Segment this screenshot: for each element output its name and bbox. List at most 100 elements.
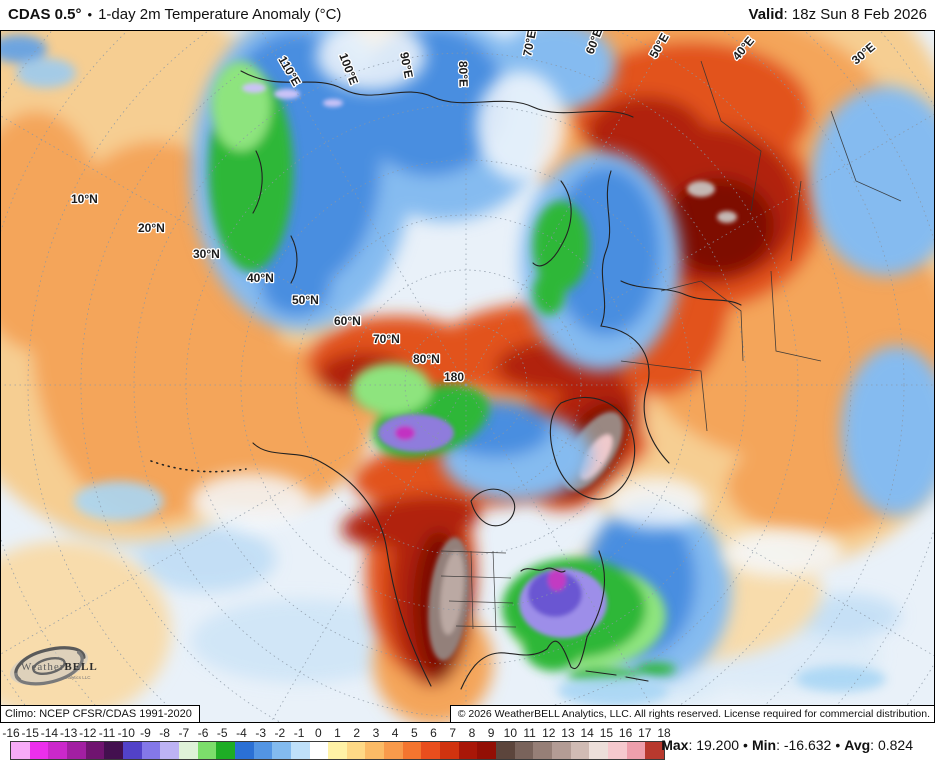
latitude-label: 60°N — [334, 314, 361, 328]
latitude-label: 40°N — [247, 271, 274, 285]
colorbar-tick-label: -12 — [79, 726, 97, 740]
longitude-label: 80°E — [456, 61, 470, 87]
footer-bar: -16 -15 -14 -13 -12 -11 -10 -9 -8 -7 -6 -5 -4 -3 -2 -1 0… — [0, 723, 935, 768]
stat-min-label: Min — [751, 737, 777, 753]
longitude-label: 90°E — [397, 51, 416, 79]
logo-text-analytics: Analytics LLC — [63, 675, 91, 680]
colorbar-tick-label: 17 — [638, 726, 652, 740]
latitude-label: 70°N — [373, 332, 400, 346]
stat-max-label: Max — [661, 737, 689, 753]
colorbar-cell — [626, 742, 646, 759]
longitude-label: 70°E — [520, 31, 539, 58]
valid-value: 18z Sun 8 Feb 2026 — [791, 6, 927, 23]
colorbar-tick-label: 10 — [503, 726, 518, 740]
colorbar-cell — [290, 742, 310, 759]
colorbar-cell — [309, 742, 329, 759]
weatherbell-logo: WeatherBELL Analytics LLC — [9, 646, 98, 686]
country-borders — [440, 60, 902, 632]
colorbar-cell — [178, 742, 198, 759]
colorbar-cell — [11, 742, 30, 759]
colorbar-cell — [29, 742, 49, 759]
colorbar-cell — [440, 742, 459, 759]
colorbar-ticks: -16 -15 -14 -13 -12 -11 -10 -9 -8 -7 -6 -5 -4 -3 -2 -1 0… — [2, 726, 671, 740]
valid-time: Valid: 18z Sun 8 Feb 2026 — [749, 6, 927, 23]
colorbar: -16 -15 -14 -13 -12 -11 -10 -9 -8 -7 -6 -5 -4 -3 -2 -1 0… — [2, 726, 671, 760]
colorbar-tick-label: 1 — [334, 726, 341, 740]
colorbar-cell — [197, 742, 217, 759]
colorbar-tick-label: -2 — [274, 726, 286, 740]
meridian-180-label: 180 — [444, 370, 464, 384]
colorbar-cell — [104, 742, 123, 759]
colorbar-tick-label: 15 — [599, 726, 614, 740]
colorbar-tick-label: 9 — [487, 726, 495, 740]
colorbar-cell — [234, 742, 254, 759]
colorbar-cell — [533, 742, 553, 759]
colorbar-tick-label: 8 — [468, 726, 476, 740]
stat-colon-3: : — [870, 737, 878, 753]
colorbar-tick-label: 16 — [618, 726, 633, 740]
colorbar-cell — [458, 742, 478, 759]
colorbar-cell — [216, 742, 235, 759]
stat-min-value: -16.632 — [783, 737, 832, 753]
colorbar-tick-label: 18 — [657, 726, 671, 740]
latitude-label: 30°N — [193, 247, 220, 261]
coastlines — [150, 70, 742, 690]
colorbar-cell — [365, 742, 385, 759]
colorbar-cell — [570, 742, 590, 759]
colorbar-tick-label: -6 — [197, 726, 209, 740]
colorbar-tick-label: -15 — [21, 726, 39, 740]
stat-avg-label: Avg — [844, 737, 871, 753]
colorbar-tick-label: -11 — [98, 726, 116, 740]
colorbar-cell — [272, 742, 291, 759]
logo-text-weather: WeatherBELL — [21, 661, 98, 673]
colorbar-tick-label: 0 — [314, 726, 322, 740]
colorbar-tick-label: 13 — [561, 726, 575, 740]
stat-avg-value: 0.824 — [877, 737, 913, 753]
colorbar-cell — [477, 742, 497, 759]
stat-sep-1: • — [743, 737, 748, 753]
colorbar-tick-label: 5 — [410, 726, 418, 740]
colorbar-cell — [589, 742, 608, 759]
colorbar-cell — [645, 742, 664, 759]
colorbar-tick-label: -7 — [178, 726, 190, 740]
colorbar-cell — [608, 742, 627, 759]
colorbar-cell — [552, 742, 571, 759]
model-name: CDAS 0.5° — [8, 6, 82, 23]
colorbar-cell — [421, 742, 441, 759]
latitude-label: 10°N — [71, 192, 98, 206]
colorbar-tick-label: 4 — [391, 726, 399, 740]
colorbar-tick-label: -4 — [236, 726, 247, 740]
colorbar-tick-label: -9 — [140, 726, 151, 740]
latitude-label: 80°N — [413, 352, 440, 366]
colorbar-cell — [402, 742, 422, 759]
colorbar-cell — [253, 742, 273, 759]
copyright-note: © 2026 WeatherBELL Analytics, LLC. All r… — [449, 705, 934, 722]
colorbar-tick-label: -10 — [117, 726, 135, 740]
map-frame: 10°N 20°N 30°N 40°N 50°N 60°N 70°N 80°N 180 110°E… — [0, 30, 935, 723]
valid-colon: : — [783, 6, 792, 23]
map-title: CDAS 0.5° • 1-day 2m Temperature Anomaly (… — [8, 6, 341, 23]
colorbar-cell — [66, 742, 86, 759]
colorbar-tick-label: -8 — [159, 726, 170, 740]
valid-label: Valid — [748, 6, 784, 23]
colorbar-tick-label: -3 — [255, 726, 267, 740]
title-separator: • — [87, 7, 93, 22]
anomaly-map: 10°N20°N30°N40°N50°N60°N70°N80°N180110°E… — [1, 31, 934, 722]
stats-line: Max: 19.200 • Min: -16.632 • Avg: 0.824 — [661, 737, 913, 753]
colorbar-cell — [496, 742, 515, 759]
climo-note: Climo: NCEP CFSR/CDAS 1991-2020 — [1, 705, 200, 722]
colorbar-tick-label: 7 — [449, 726, 457, 740]
header-bar: CDAS 0.5° • 1-day 2m Temperature Anomaly (… — [0, 0, 935, 30]
colorbar-cell — [514, 742, 534, 759]
colorbar-tick-label: -1 — [293, 726, 305, 740]
colorbar-cell — [384, 742, 403, 759]
stat-colon-1: : — [688, 737, 697, 753]
colorbar-gradient — [10, 741, 665, 760]
colorbar-cell — [141, 742, 161, 759]
colorbar-cell — [328, 742, 347, 759]
colorbar-tick-label: 11 — [523, 726, 536, 740]
product-title: 1-day 2m Temperature Anomaly (°C) — [98, 6, 342, 23]
map-art: 10°N20°N30°N40°N50°N60°N70°N80°N180110°E… — [1, 31, 934, 722]
colorbar-tick-label: -13 — [59, 726, 78, 740]
